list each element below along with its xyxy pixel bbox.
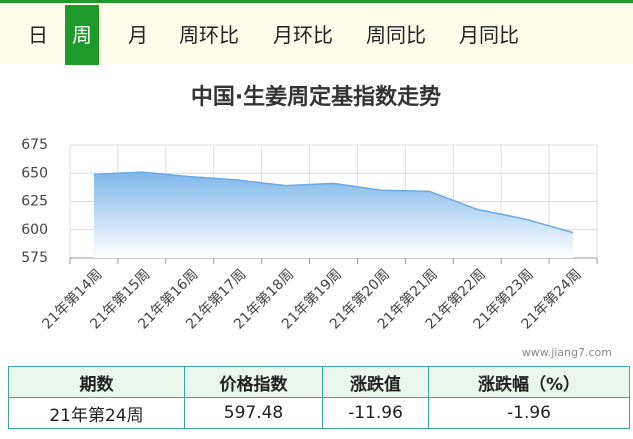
tab[interactable]: 周 [65,5,99,65]
tab[interactable]: 日 [28,23,48,47]
chart-title: 中国·生姜周定基指数走势 [191,84,441,110]
table-row: 21年第24周 597.48 -11.96 -1.96 [8,397,630,429]
cell: 597.48 [184,397,323,429]
y-tick-label: 625 [21,194,48,210]
tab-bar: 日周 月 周环比 月环比 周同比 月同比 [0,0,633,65]
y-tick-label: 675 [21,137,48,153]
data-table: 期数 价格指数 涨跌值 涨跌幅（%） 21年第24周 597.48 -11.96 -1.96 [8,366,630,429]
watermark: www.jiang7.com [522,346,612,359]
line [93,171,574,234]
tab[interactable]: 周环比 [179,23,239,47]
tab[interactable]: 周同比 [366,23,426,47]
tab[interactable]: 月 [128,23,148,47]
tab[interactable]: 月同比 [459,23,519,47]
table-header: 期数 价格指数 涨跌值 涨跌幅（%） [8,366,630,398]
header-cell: 涨跌值 [322,366,429,398]
header-cell: 期数 [8,366,185,398]
tab[interactable]: 月环比 [273,23,333,47]
cell: -11.96 [322,397,429,429]
header-cell: 涨跌幅（%） [428,366,630,398]
header-cell: 价格指数 [184,366,323,398]
y-tick-label: 600 [21,222,48,238]
y-tick-label: 575 [21,250,48,266]
area-fill [93,172,574,258]
cell: 21年第24周 [8,397,185,429]
cell: -1.96 [428,397,630,429]
y-tick-label: 650 [21,165,48,181]
